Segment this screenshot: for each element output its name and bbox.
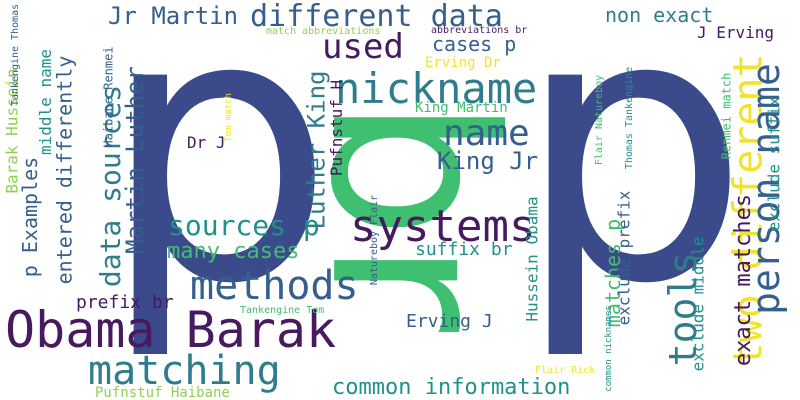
word-p-examples: p Examples bbox=[18, 156, 43, 278]
word-tankengine-tom: Tankengine Tom bbox=[240, 305, 325, 316]
word-flair-rick: Flair Rick bbox=[535, 365, 596, 376]
word-exclude-suffix: exclude suffix bbox=[764, 96, 784, 232]
word-luther-king: Luther King bbox=[302, 70, 331, 230]
word-obama-barak: Obama Barak bbox=[5, 301, 337, 359]
word-used: used bbox=[322, 27, 404, 67]
word-common-information: common information bbox=[332, 375, 571, 400]
word-exact-matches: exact matches bbox=[731, 193, 757, 367]
word-methods: methods bbox=[190, 263, 359, 309]
word-martin-luther: Martin Luther bbox=[120, 66, 149, 254]
word-name: name bbox=[443, 113, 530, 154]
word-non-exact: non exact bbox=[605, 3, 714, 27]
word-sources-p: sources p bbox=[168, 209, 320, 242]
word-haibane-renmei: Haibane Renmei bbox=[101, 46, 116, 148]
word-suffix-br: suffix br bbox=[415, 239, 513, 260]
word-natureboy-flair: Natureboy Flair bbox=[369, 194, 381, 286]
word-flair-natureboy: Flair Natureboy bbox=[594, 74, 606, 166]
word-erving-dr: Erving Dr bbox=[425, 55, 501, 71]
word-pufnstuf-h: Pufnstuf H bbox=[327, 79, 347, 177]
word-king-jr: King Jr bbox=[437, 147, 539, 175]
word-renmei-match: Renmei match bbox=[719, 72, 734, 160]
word-cases-p: cases p bbox=[432, 32, 517, 56]
word-king-martin: King Martin bbox=[415, 100, 508, 116]
word-jr-martin: Jr Martin bbox=[108, 2, 239, 30]
word-many-cases: many cases bbox=[167, 239, 300, 264]
word-dr-j: Dr J bbox=[187, 133, 226, 152]
word-match-abbreviations: match abbreviations bbox=[266, 26, 381, 37]
word-tom-match: Tom match bbox=[223, 93, 234, 142]
word-j-erving: J Erving bbox=[697, 23, 775, 42]
word-thomas-tankengine: Thomas Tankengine bbox=[624, 66, 636, 170]
word-nickname: nickname bbox=[335, 64, 538, 113]
word-common-nicknames: common nicknames bbox=[603, 305, 614, 392]
word-abbreviations-br: abbreviations br bbox=[431, 25, 528, 36]
word-exclude-middle: exclude middle bbox=[688, 236, 708, 372]
word-middle-name: middle name bbox=[35, 49, 55, 155]
word-pufnstuf-haibane: Pufnstuf Haibane bbox=[95, 385, 230, 400]
word-p-large-left: p bbox=[100, 0, 335, 365]
word-tankengine-thomas: Tankengine Thomas bbox=[10, 3, 22, 107]
word-systems: systems bbox=[350, 201, 536, 252]
word-exclude-prefix: exclude prefix bbox=[614, 190, 634, 326]
word-p-large-right: p bbox=[515, 0, 750, 365]
word-matching: matching bbox=[88, 348, 281, 394]
word-different-data: different data bbox=[250, 0, 503, 34]
word-prefix-br: prefix br bbox=[76, 292, 174, 313]
word-hussein-obama: Hussein Obama bbox=[522, 196, 542, 322]
word-entered-differently: entered differently bbox=[52, 55, 77, 285]
word-erving-j: Erving J bbox=[406, 311, 493, 332]
